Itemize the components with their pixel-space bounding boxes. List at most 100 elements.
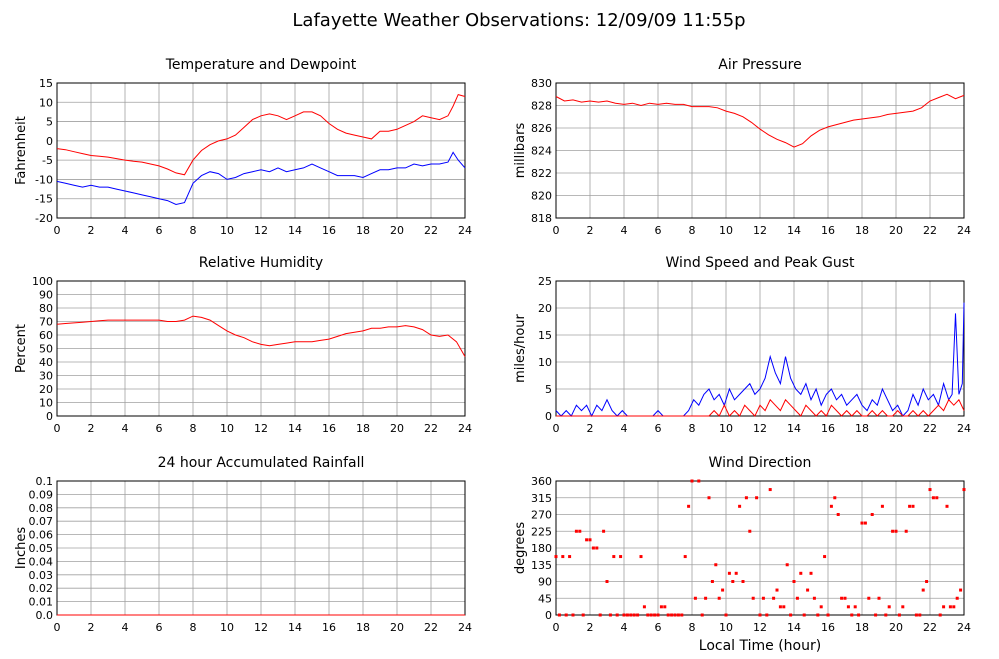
data-point [636,613,640,617]
x-tick-label: 8 [689,224,696,237]
data-point [942,605,946,609]
data-point [585,538,589,542]
data-point [741,580,745,583]
x-tick-label: 6 [655,422,662,435]
y-axis-title: Percent [14,324,29,373]
data-point [921,588,925,592]
x-tick-label: 14 [787,224,801,237]
y-axis-title: degrees [513,522,528,575]
rain-chart: 0 2 4 6 8 10 12 14 16 18 20 22 240.00.010.020.030.04… [14,455,472,634]
x-tick-label: 16 [821,224,835,237]
data-point [578,529,582,533]
series-line-red [556,398,965,417]
x-tick-label: 14 [787,422,801,435]
y-tick-label: 40 [39,356,53,369]
data-point [612,555,616,559]
data-point [829,504,833,508]
data-point [819,605,823,609]
x-tick-label: 18 [356,621,370,634]
x-tick-label: 2 [88,422,95,435]
y-tick-label: 0.03 [29,569,54,582]
data-point [663,605,667,609]
y-tick-label: 0 [545,410,552,423]
x-tick-label: 8 [190,422,197,435]
data-point [608,613,612,617]
data-point [772,596,776,600]
y-tick-label: 0 [545,609,552,622]
y-tick-label: 0.01 [29,596,54,609]
x-tick-label: 6 [655,224,662,237]
x-tick-label: 4 [621,422,628,435]
data-point [843,596,847,600]
data-point [734,571,738,575]
x-tick-label: 2 [88,621,95,634]
x-tick-label: 20 [889,621,903,634]
data-point [846,605,850,609]
data-point [758,613,762,617]
data-point [571,613,575,617]
y-tick-label: 15 [39,77,53,90]
x-tick-label: 16 [821,621,835,634]
series-line-blue [555,302,965,418]
plot-frame [56,82,466,219]
data-point [928,488,932,492]
data-point [690,479,694,483]
x-tick-label: 6 [156,621,163,634]
data-point [768,488,772,492]
data-point [659,605,663,609]
data-point [914,613,918,617]
y-tick-label: 822 [531,167,552,180]
data-point [761,596,765,600]
data-point [863,521,867,525]
x-tick-label: 22 [923,224,937,237]
x-tick-label: 12 [753,224,767,237]
data-point [564,613,568,617]
data-point [595,546,599,550]
x-tick-label: 24 [957,224,971,237]
y-tick-label: 0 [46,410,53,423]
y-tick-label: 90 [39,289,53,302]
y-axis-title: millibars [513,123,528,179]
data-point [870,513,874,516]
data-point [904,529,908,533]
data-point [561,555,565,559]
x-tick-label: 24 [458,621,472,634]
x-tick-label: 0 [553,621,560,634]
data-point [717,596,721,600]
x-tick-label: 0 [553,224,560,237]
x-tick-label: 16 [322,422,336,435]
chart-title: Temperature and Dewpoint [165,57,357,73]
data-point [653,613,657,617]
data-point [948,605,952,609]
data-point [833,496,837,500]
chart-title: Relative Humidity [199,255,323,271]
x-tick-label: 4 [122,621,129,634]
data-point [697,479,701,483]
x-tick-label: 0 [54,224,61,237]
data-point [816,613,820,617]
x-tick-label: 22 [424,224,438,237]
x-tick-label: 12 [753,422,767,435]
data-point [836,513,840,516]
x-tick-label: 10 [220,422,234,435]
chart-title: Air Pressure [718,57,801,73]
y-tick-label: -5 [42,154,53,167]
y-tick-label: 826 [531,122,552,135]
x-tick-label: 16 [821,422,835,435]
y-tick-label: 824 [531,145,552,158]
chart-title: Wind Speed and Peak Gust [666,255,855,271]
x-tick-label: 16 [322,224,336,237]
data-point [639,555,643,559]
data-point [666,613,670,617]
y-tick-label: 0.09 [29,488,54,501]
y-tick-label: 70 [39,316,53,329]
y-tick-label: 20 [39,383,53,396]
x-tick-label: 10 [220,224,234,237]
data-point [938,613,942,617]
data-point [721,588,725,592]
x-tick-label: 10 [719,422,733,435]
series-line-blue [56,151,466,206]
y-tick-label: 0.07 [29,515,54,528]
x-tick-label: 8 [689,422,696,435]
